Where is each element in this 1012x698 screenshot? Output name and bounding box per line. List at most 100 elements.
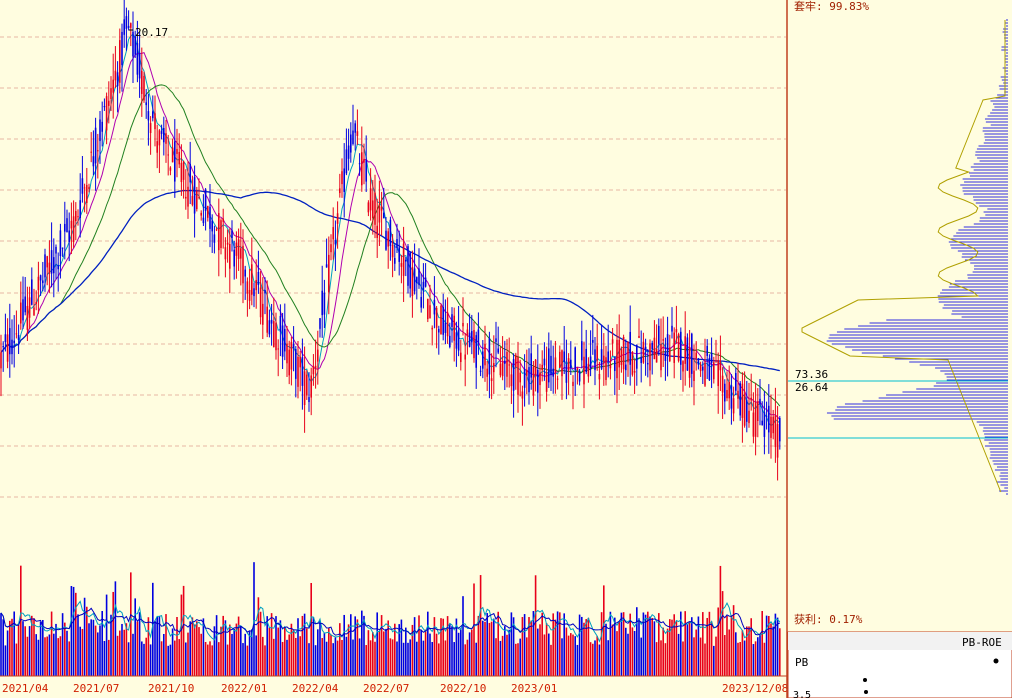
volume-bar xyxy=(163,633,165,676)
volume-bar xyxy=(358,638,361,676)
candle-body xyxy=(343,168,345,192)
candle-body xyxy=(638,335,640,338)
pb-roe-title: PB-ROE xyxy=(962,636,1002,649)
volume-bar xyxy=(59,636,62,676)
volume-bar xyxy=(233,628,235,676)
candle-body xyxy=(548,348,550,383)
volume-bar xyxy=(53,633,55,676)
candle-body xyxy=(20,302,22,324)
volume-bar xyxy=(171,628,174,676)
candle-body xyxy=(688,348,691,378)
candle-body xyxy=(570,359,572,369)
volume-bar xyxy=(57,638,59,676)
candle-body xyxy=(640,356,642,364)
volume-bar xyxy=(160,641,163,676)
candle-body xyxy=(295,349,297,379)
volume-bar xyxy=(4,645,7,676)
volume-bar xyxy=(457,632,460,676)
volume-bar xyxy=(477,615,480,676)
volume-bar xyxy=(319,620,321,676)
candle-body xyxy=(765,415,768,417)
volume-bar xyxy=(246,645,249,676)
candle-body xyxy=(416,277,418,284)
level-high: 73.36 xyxy=(795,368,828,381)
volume-bar xyxy=(680,611,682,676)
candle-body xyxy=(596,345,598,361)
candle-body xyxy=(717,360,719,387)
candle-body xyxy=(519,372,521,383)
volume-bar xyxy=(633,630,636,676)
candle-body xyxy=(37,276,40,291)
candle-body xyxy=(400,263,403,267)
volume-bar xyxy=(174,640,176,676)
candle-body xyxy=(735,373,737,391)
candle-body xyxy=(737,390,739,399)
volume-bar xyxy=(673,614,675,676)
volume-bar xyxy=(105,594,108,676)
volume-bar xyxy=(510,612,513,676)
volume-bar xyxy=(279,620,282,676)
candle-body xyxy=(204,189,207,211)
candle-body xyxy=(567,358,570,371)
volume-bar xyxy=(468,632,471,676)
volume-bar xyxy=(143,643,145,676)
candle-body xyxy=(614,360,616,371)
candle-body xyxy=(541,364,543,371)
volume-bar xyxy=(655,642,658,676)
candle-body xyxy=(383,212,385,219)
volume-bar xyxy=(416,641,418,676)
volume-bar xyxy=(515,643,517,676)
volume-bar xyxy=(400,619,403,676)
candlestick-series[interactable] xyxy=(0,0,781,481)
candle-body xyxy=(112,79,114,93)
volume-bar xyxy=(286,639,288,676)
candle-body xyxy=(11,339,13,355)
volume-bar xyxy=(28,626,31,676)
volume-bar xyxy=(763,642,766,676)
candle-body xyxy=(198,196,200,198)
candle-body xyxy=(673,332,675,363)
candle-body xyxy=(651,342,653,350)
volume-bar xyxy=(570,633,572,676)
volume-bar xyxy=(332,643,334,676)
candle-body xyxy=(418,268,420,286)
volume-ma-lines xyxy=(0,600,781,643)
candle-body xyxy=(699,365,702,372)
candle-body xyxy=(264,290,266,294)
volume-bar xyxy=(732,605,735,676)
candle-body xyxy=(123,19,125,35)
candle-body xyxy=(396,239,398,249)
volume-bar xyxy=(530,620,532,676)
volume-bar xyxy=(72,586,75,676)
candle-body xyxy=(356,131,359,136)
volume-bar xyxy=(116,635,119,676)
candle-body xyxy=(420,296,422,308)
volume-bars[interactable] xyxy=(0,562,781,676)
candle-body xyxy=(134,36,136,55)
candle-body xyxy=(237,239,240,259)
volume-bar xyxy=(499,640,502,676)
candle-body xyxy=(178,151,180,165)
candle-body xyxy=(28,297,31,318)
volume-bar xyxy=(385,628,387,676)
candle-body xyxy=(442,306,444,335)
volume-bar xyxy=(257,597,260,676)
candle-body xyxy=(22,299,24,321)
candle-body xyxy=(15,333,18,335)
candle-body xyxy=(493,363,495,373)
volume-bar xyxy=(589,642,592,676)
candle-body xyxy=(572,381,574,387)
candle-body xyxy=(189,163,191,183)
candle-body xyxy=(81,178,84,194)
volume-bar xyxy=(66,630,68,676)
volume-bar xyxy=(321,638,323,676)
candle-body xyxy=(402,243,405,276)
candle-body xyxy=(578,370,581,382)
volume-bar xyxy=(218,642,220,676)
candle-body xyxy=(693,370,695,382)
volume-bar xyxy=(94,625,97,676)
volume-bar xyxy=(90,619,92,676)
volume-bar xyxy=(464,644,466,676)
volume-bar xyxy=(178,639,180,676)
